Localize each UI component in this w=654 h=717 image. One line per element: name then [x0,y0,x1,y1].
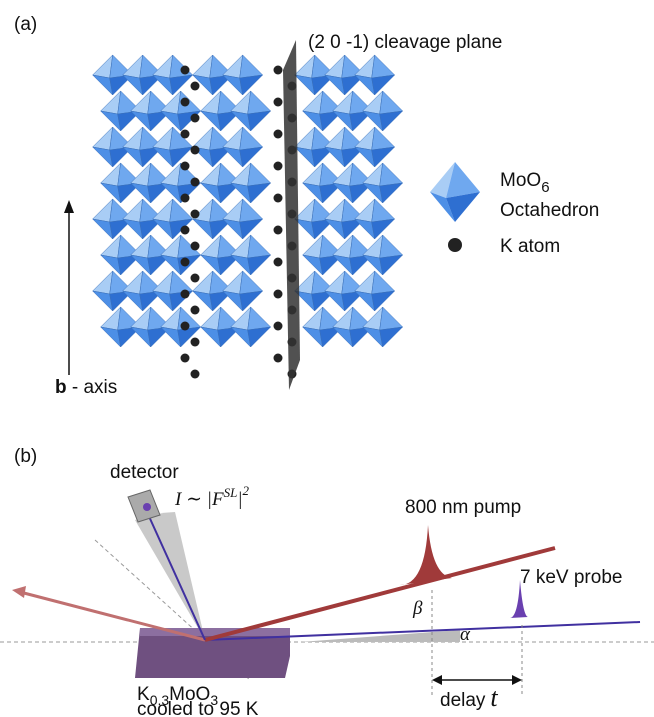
octahedron [363,163,403,203]
octahedron [153,55,193,95]
k-atom [274,354,283,363]
octahedron [355,271,395,311]
k-atom [181,66,190,75]
k-atom [274,130,283,139]
axis-label: b - axis [55,377,117,398]
k-atom [274,290,283,299]
k-atom [191,274,200,283]
octahedron [363,307,403,347]
k-atom [181,162,190,171]
alpha-label: α [460,624,471,645]
panel-label: (b) [14,446,37,467]
octahedron [161,91,201,131]
octahedron [355,199,395,239]
pump-pulse [400,525,452,585]
k-atom [191,370,200,379]
k-atom [181,258,190,267]
octahedron [223,271,263,311]
scattering-wedge [135,512,205,640]
k-atom [191,338,200,347]
k-atom [191,178,200,187]
panel-label: (a) [14,14,37,35]
octahedron [363,91,403,131]
pump-beam [205,548,555,640]
reflected-arrowhead [12,586,26,598]
k-atom [274,258,283,267]
k-atom [181,130,190,139]
k-atom [181,354,190,363]
k-atom [191,82,200,91]
detector-label: detector [110,462,179,483]
crystal-structure [93,55,403,379]
legend-octahedron-name: Octahedron [500,200,599,221]
octahedron [231,307,271,347]
arrowhead [432,675,442,685]
k-atom [181,194,190,203]
k-atom [181,98,190,107]
octahedron [363,235,403,275]
axis-arrowhead [64,200,74,213]
k-atom [274,194,283,203]
beta-label: β [412,598,423,619]
legend-atom: K atom [500,236,560,257]
figure: (a) (2 0 -1) cleavage plane MoO6 Octahed… [0,0,654,717]
probe-label: 7 keV probe [520,567,622,588]
octahedron [355,55,395,95]
legend-octahedron-icon [430,162,480,222]
octahedron [231,91,271,131]
detector-spot [143,503,151,511]
octahedron [161,235,201,275]
k-atom [274,66,283,75]
reflected-beam [20,592,205,640]
k-atom [181,322,190,331]
k-atom [191,114,200,123]
intensity-formula: I ∼ |FSL|2 [174,483,250,510]
octahedron [223,127,263,167]
k-atom [191,306,200,315]
k-atom [274,162,283,171]
legend-octahedron: MoO6 [500,170,550,196]
octahedron [223,55,263,95]
octahedron [355,127,395,167]
arrowhead [512,675,522,685]
cleavage-plane [283,40,300,390]
k-atom [181,226,190,235]
k-atom [274,226,283,235]
octahedron [223,199,263,239]
k-atom [191,210,200,219]
k-atom [274,98,283,107]
octahedron [231,163,271,203]
k-atom [274,322,283,331]
octahedron [231,235,271,275]
sample-note: cooled to 95 K [137,699,259,717]
plane-label: (2 0 -1) cleavage plane [308,32,502,53]
legend-atom-icon [448,238,462,252]
k-atom [181,290,190,299]
k-atom [191,242,200,251]
pump-label: 800 nm pump [405,497,521,518]
k-atom [191,146,200,155]
